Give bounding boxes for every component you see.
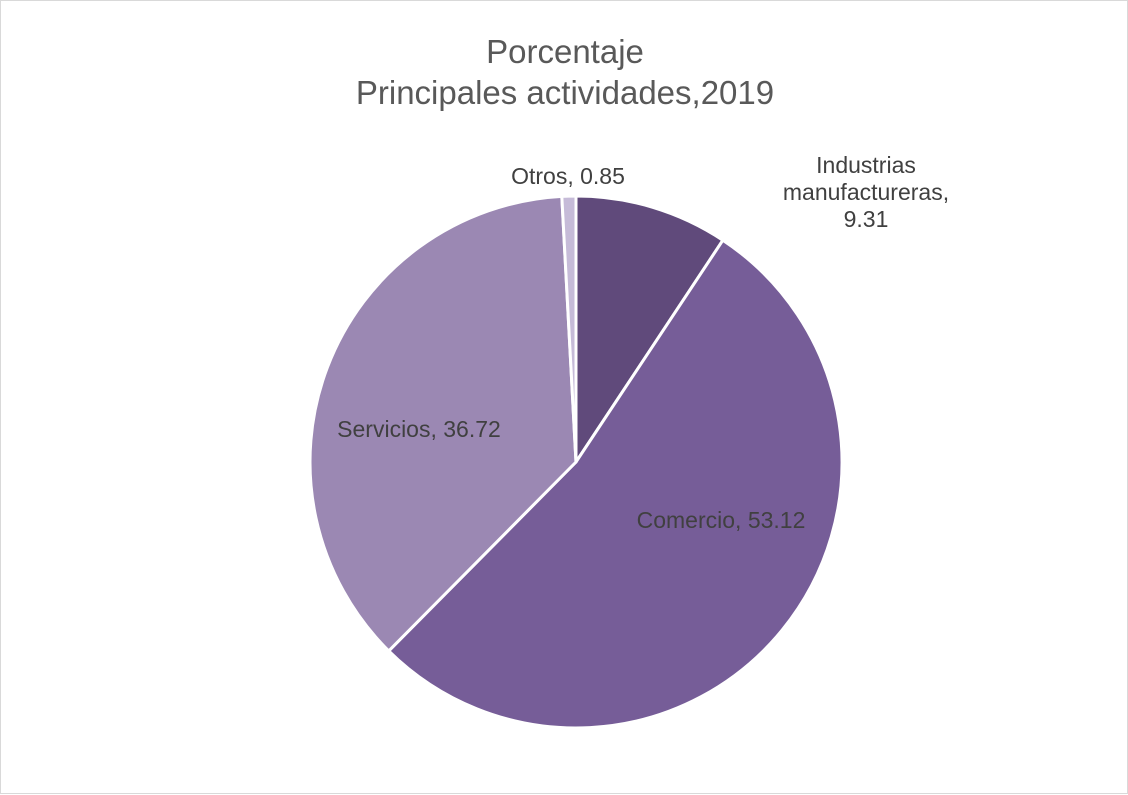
pie-slice-servicios: [308, 194, 578, 653]
data-label-industrias-manufactureras: Industrias manufactureras, 9.31: [783, 152, 949, 232]
pie-slice-industrias-manufactureras: [574, 194, 725, 464]
data-label-comercio: Comercio, 53.12: [637, 507, 806, 533]
chart-title: Porcentaje Principales actividades,2019: [1, 31, 1128, 113]
data-label-servicios: Servicios, 36.72: [337, 416, 501, 442]
pie-slice-comercio: [387, 238, 844, 730]
pie-slice-otros: [560, 194, 578, 464]
data-label-otros: Otros, 0.85: [511, 163, 625, 189]
chart-title-line-1: Porcentaje: [486, 33, 644, 70]
chart-title-line-2: Principales actividades,2019: [355, 74, 775, 111]
